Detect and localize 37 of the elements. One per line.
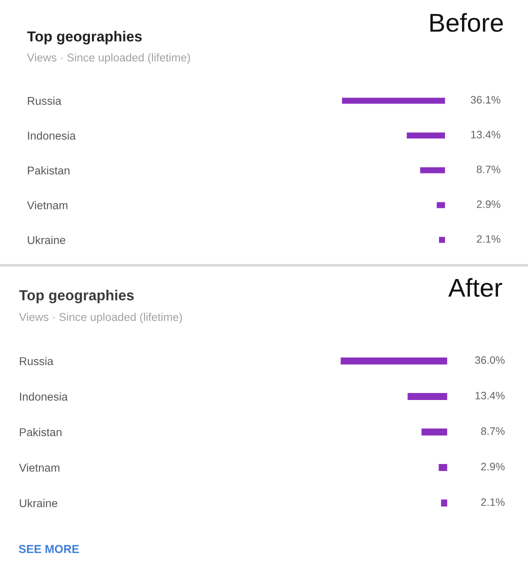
y-tick-label: Ukraine [28,236,66,244]
data-label: 2.1% [476,235,500,243]
y-tick-label: Indonesia [20,392,68,401]
text: Top geographies [27,30,142,44]
bar [422,428,448,436]
bar [439,236,445,243]
text: Views · Since uploaded (lifetime) [19,312,182,324]
y-tick-label: Vietnam [27,201,68,210]
data-label: 36.0% [475,356,505,364]
bar [438,464,448,471]
y-tick-label: Russia [28,96,62,105]
bar [441,500,448,506]
data-label: 36.1% [470,96,500,104]
bar [342,98,445,104]
bar [436,202,445,208]
data-label: 13.4% [471,130,500,138]
y-tick-label: Pakistan [28,166,70,174]
data-label: 2.9% [476,200,500,208]
bar [406,132,445,138]
data-label: 8.7% [476,166,500,174]
y-tick-label: Ukraine [20,498,58,508]
data-label: 13.4% [475,392,505,400]
text: After [448,278,502,297]
data-label: 8.7% [481,427,505,435]
text: SEE MORE [18,544,79,554]
text: Views · Since uploaded (lifetime) [27,53,190,64]
data-label: 2.1% [481,498,505,506]
text: Before [430,13,503,32]
y-tick-label: Russia [20,356,54,366]
bar [420,167,445,174]
y-tick-label: Indonesia [28,131,76,140]
text: Top geographies [19,290,134,304]
data-label: 2.9% [481,462,505,470]
bar [340,358,448,364]
y-tick-label: Pakistan [20,428,62,436]
y-tick-label: Vietnam [19,463,60,472]
bar [408,393,448,400]
